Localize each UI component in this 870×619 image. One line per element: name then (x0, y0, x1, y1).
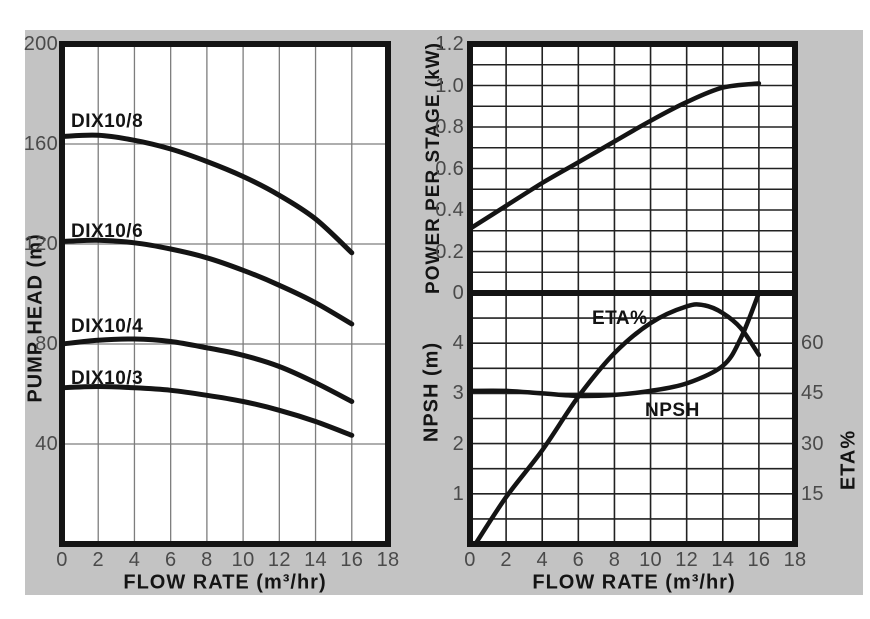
left-x-tick-label: 10 (231, 549, 255, 571)
curve-label-dix10-4: DIX10/4 (71, 316, 144, 337)
right-x-tick-label: 8 (608, 549, 621, 571)
plot-border (59, 41, 391, 547)
eta-y-tick-label: 30 (801, 432, 824, 455)
power-y-tick-label: 0 (452, 282, 464, 304)
curve-eta- (473, 302, 762, 544)
left-x-tick-label: 4 (128, 549, 141, 571)
left-x-tick-label: 8 (201, 549, 213, 571)
power-y-tick-label: 0.6 (435, 157, 464, 180)
right-x-tick-label: 0 (464, 549, 476, 571)
right-x-tick-label: 2 (500, 549, 512, 571)
right-x-tick-label: 14 (711, 549, 735, 571)
left-x-tick-label: 14 (304, 549, 327, 571)
left-x-tick-label: 2 (92, 549, 104, 571)
curve-dix10-3 (62, 383, 355, 438)
left-x-axis-title: FLOW RATE (m³/hr) (123, 571, 327, 594)
npsh-y-tick-label: 3 (452, 382, 464, 405)
curve-label-npsh: NPSH (645, 400, 700, 421)
npsh-y-tick-label: 2 (452, 432, 464, 455)
curve-label-dix10-6: DIX10/6 (71, 221, 144, 242)
power-y-tick-label: 0.4 (435, 199, 464, 221)
eta-y-tick-label: 45 (801, 382, 824, 405)
left-x-tick-label: 18 (376, 549, 400, 571)
left-y-tick-label: 80 (35, 333, 58, 355)
power-y-tick-label: 0.8 (435, 116, 464, 138)
power-y-tick-label: 1.2 (435, 33, 464, 55)
right-x-tick-label: 4 (536, 549, 548, 571)
left-y-tick-label: 160 (23, 133, 58, 155)
curve-npsh (470, 293, 762, 399)
right-x-tick-label: 10 (639, 549, 662, 571)
curve-power (470, 81, 762, 231)
curve-dix10-8 (62, 132, 355, 256)
curve-dix10-4 (62, 336, 355, 404)
left-x-tick-label: 12 (267, 549, 291, 571)
curve-label-dix10-8: DIX10/8 (71, 111, 144, 132)
right-x-tick-label: 6 (572, 549, 585, 571)
right-x-axis-title: FLOW RATE (m³/hr) (532, 571, 736, 594)
left-y-axis-title: PUMP HEAD (m) (24, 233, 47, 403)
right-x-tick-label: 12 (675, 549, 699, 571)
left-plot-area (62, 44, 388, 544)
npsh-y-tick-label: 1 (452, 482, 464, 505)
left-x-tick-label: 0 (56, 549, 68, 571)
npsh-y-tick-label: 4 (452, 332, 464, 355)
curve-label-eta: ETA% (592, 308, 648, 329)
power-y-tick-label: 0.2 (435, 240, 464, 263)
curve-label-dix10-3: DIX10/3 (71, 368, 144, 389)
right-x-tick-label: 18 (783, 549, 807, 571)
left-y-tick-label: 120 (23, 233, 58, 255)
power-y-tick-label: 1.0 (435, 74, 464, 97)
left-y-tick-label: 200 (23, 33, 58, 55)
curve-dix10-6 (62, 237, 355, 327)
eta-y-tick-label: 15 (801, 482, 824, 505)
left-x-tick-label: 6 (164, 549, 177, 571)
left-x-tick-label: 16 (340, 549, 364, 571)
eta-y-tick-label: 60 (801, 332, 824, 355)
left-y-tick-label: 40 (35, 433, 58, 455)
right-x-tick-label: 16 (747, 549, 771, 571)
